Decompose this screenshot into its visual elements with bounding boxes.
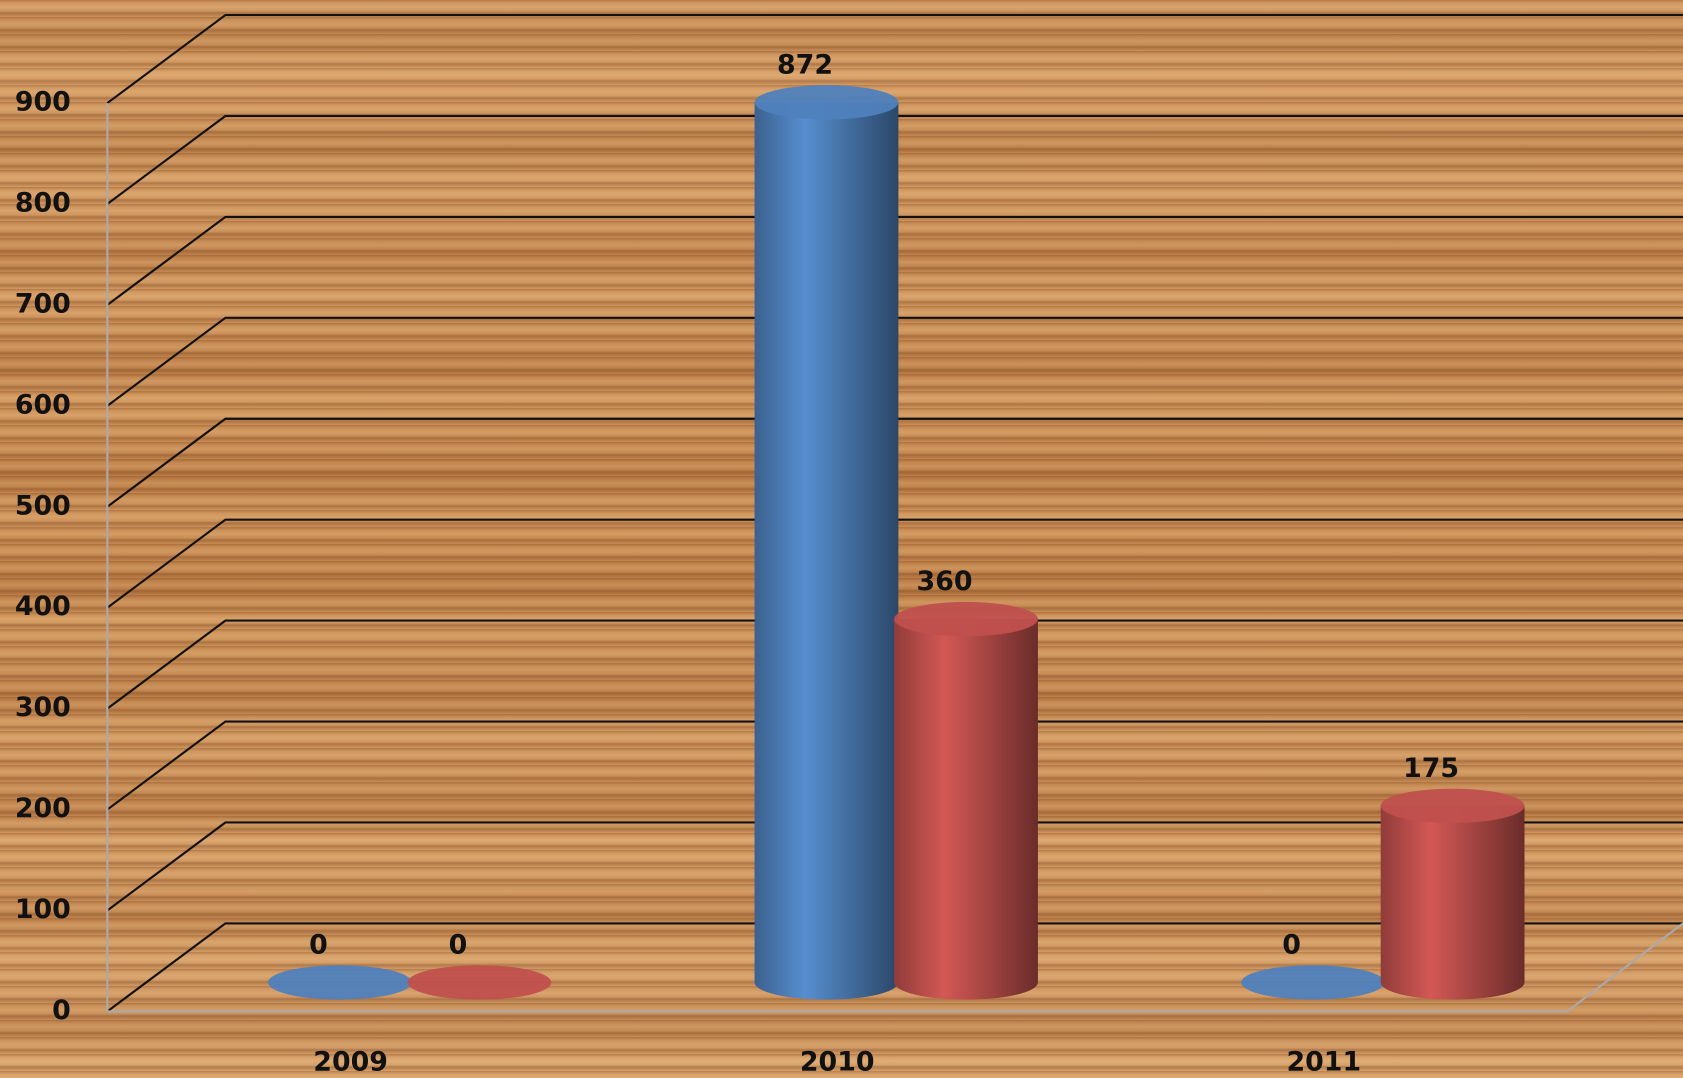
y-tick-label: 200	[15, 793, 71, 824]
cylinder	[267, 965, 412, 1000]
y-tick-label: 800	[15, 188, 71, 219]
y-tick-label: 900	[15, 87, 71, 118]
x-tick-label: 2009	[313, 1046, 388, 1077]
data-label: 175	[1403, 753, 1459, 784]
data-label: 360	[917, 566, 973, 597]
cylinder	[1380, 788, 1525, 1000]
y-tick-label: 300	[15, 692, 71, 723]
data-label: 0	[309, 929, 328, 960]
floor-edge	[107, 922, 1683, 1013]
data-label: 0	[1282, 929, 1301, 960]
grid-line	[106, 922, 1683, 1013]
grid-line	[106, 114, 1683, 205]
grid-line	[106, 720, 1683, 811]
x-tick-label: 2010	[800, 1046, 875, 1077]
grid-line	[106, 518, 1683, 609]
data-label: 872	[777, 49, 833, 80]
y-tick-label: 100	[15, 894, 71, 925]
y-tick-label: 500	[15, 490, 71, 521]
y-tick-label: 0	[52, 995, 71, 1026]
grid-line	[106, 619, 1683, 710]
grid-line	[106, 417, 1683, 508]
x-tick-label: 2011	[1286, 1046, 1361, 1077]
data-label: 0	[449, 929, 468, 960]
y-tick-label: 400	[15, 591, 71, 622]
grid-line	[106, 215, 1683, 306]
grid-line	[106, 13, 1683, 104]
cylinder	[1241, 965, 1385, 1000]
y-tick-label: 700	[15, 288, 71, 319]
grid-line	[106, 821, 1683, 912]
cylinder	[754, 85, 899, 1000]
cylinder	[407, 965, 552, 1000]
cylinder	[894, 601, 1038, 1000]
grid-line	[106, 316, 1683, 407]
y-tick-label: 600	[15, 389, 71, 420]
